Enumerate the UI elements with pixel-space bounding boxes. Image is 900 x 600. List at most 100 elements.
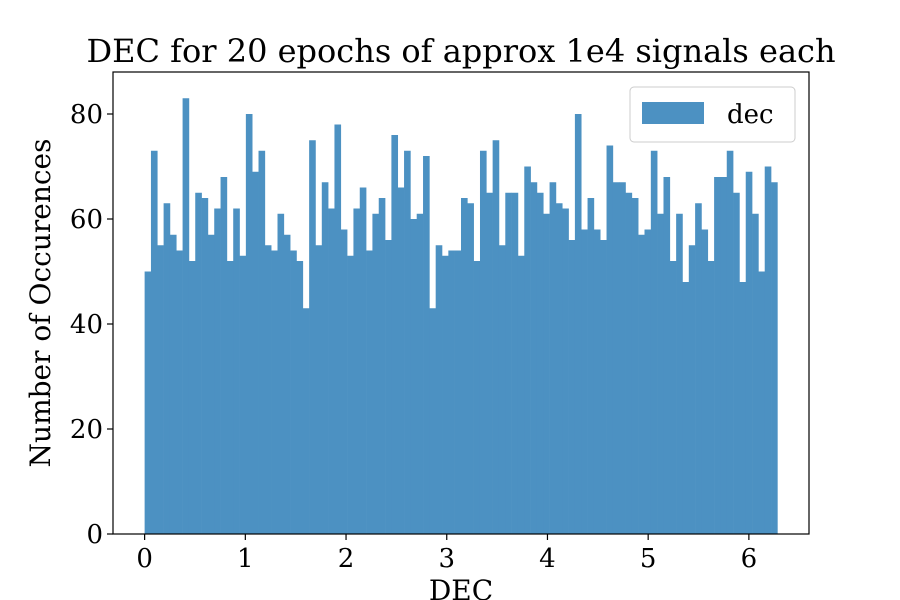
histogram-bar [169,234,177,534]
histogram-bar [688,245,696,534]
histogram-bar [568,240,576,534]
histogram-bar [492,140,500,534]
histogram-bar [498,245,506,534]
histogram-bar [163,203,171,534]
histogram-bar [233,208,240,534]
histogram-bar [764,166,772,534]
histogram-bar [448,250,455,534]
y-tick-label: 40 [70,310,103,340]
x-tick-label: 2 [338,544,355,574]
histogram-bar [555,203,563,534]
histogram-bar [315,245,323,534]
histogram-bar [220,177,228,534]
histogram-bar [650,150,658,534]
histogram-bar [347,255,354,534]
histogram-bar [239,255,247,534]
x-axis-label: DEC [429,574,493,600]
histogram-bar [587,198,595,534]
histogram-bar [771,182,778,534]
histogram-bar [271,250,278,534]
x-ticks: 0 1 2 3 4 5 6 [136,534,757,574]
histogram-bar [479,150,487,534]
histogram-bar [524,166,531,534]
histogram-bar [176,250,183,534]
histogram-bar [340,229,348,534]
histogram-bar [302,308,310,534]
histogram-bar [625,192,633,534]
histogram-bar [372,213,380,534]
histogram-bar [467,203,474,534]
histogram-bar [543,213,550,534]
histogram-bar [182,98,190,534]
histogram-bar [442,255,449,534]
histogram-bar [378,198,386,534]
histogram-bar [536,192,544,534]
histogram-bar [429,308,436,534]
y-tick-label: 80 [70,100,103,130]
histogram-bar [207,234,215,534]
histogram-bar [638,234,645,534]
histogram-bar [188,261,196,534]
bars-group [144,98,778,534]
histogram-bar [745,171,753,534]
histogram-bar [644,229,652,534]
histogram-bar [486,192,493,534]
histogram-bar [321,182,329,534]
histogram-bar [290,250,297,534]
histogram-bar [511,192,519,534]
histogram-bar [461,198,468,534]
histogram-bar [733,192,740,534]
histogram-bar [264,245,272,534]
histogram-bar [631,198,639,534]
histogram-bar [214,208,221,534]
histogram-bar [505,192,512,534]
legend: dec [629,86,796,143]
y-ticks: 0 20 40 60 80 [70,100,113,550]
histogram-bar [581,229,588,534]
y-axis-label: Number of Occurences [24,139,57,468]
histogram-bar [353,208,361,534]
histogram-bar [669,261,677,534]
legend-label: dec [727,100,774,130]
histogram-bar [657,213,664,534]
histogram-bar [473,261,481,534]
histogram-bar [385,240,392,534]
histogram-bar [296,261,304,534]
histogram-bar [549,182,557,534]
histogram-bar [574,114,582,534]
histogram-bar [144,271,152,534]
histogram-bar [695,203,702,534]
histogram-bar [359,187,367,534]
histogram-bar [328,208,335,534]
histogram-bar [201,198,209,534]
histogram-bar [517,255,525,534]
histogram-bar [157,245,164,534]
histogram-bar [454,250,462,534]
histogram-bar [739,282,747,534]
legend-swatch [642,102,704,124]
histogram-bar [397,187,405,534]
histogram-bar [150,150,158,534]
histogram-bar [612,182,620,534]
x-tick-label: 4 [539,544,556,574]
x-tick-label: 6 [741,544,758,574]
histogram-bar [593,229,601,534]
x-tick-label: 1 [237,544,254,574]
y-tick-label: 20 [70,415,103,445]
histogram-bar [245,114,253,534]
histogram-bar [416,213,424,534]
histogram-bar [252,171,259,534]
chart-title: DEC for 20 epochs of approx 1e4 signals … [86,32,835,70]
histogram-bar [663,177,671,534]
histogram-bar [334,124,342,534]
histogram-bar [195,192,202,534]
histogram-bar [562,208,569,534]
histogram-bar [404,150,411,534]
histogram-bar [682,282,690,534]
histogram-bar [600,240,607,534]
histogram-bar [714,177,721,534]
histogram-bar [309,140,316,534]
legend-frame [629,86,796,143]
y-tick-label: 0 [86,520,103,550]
